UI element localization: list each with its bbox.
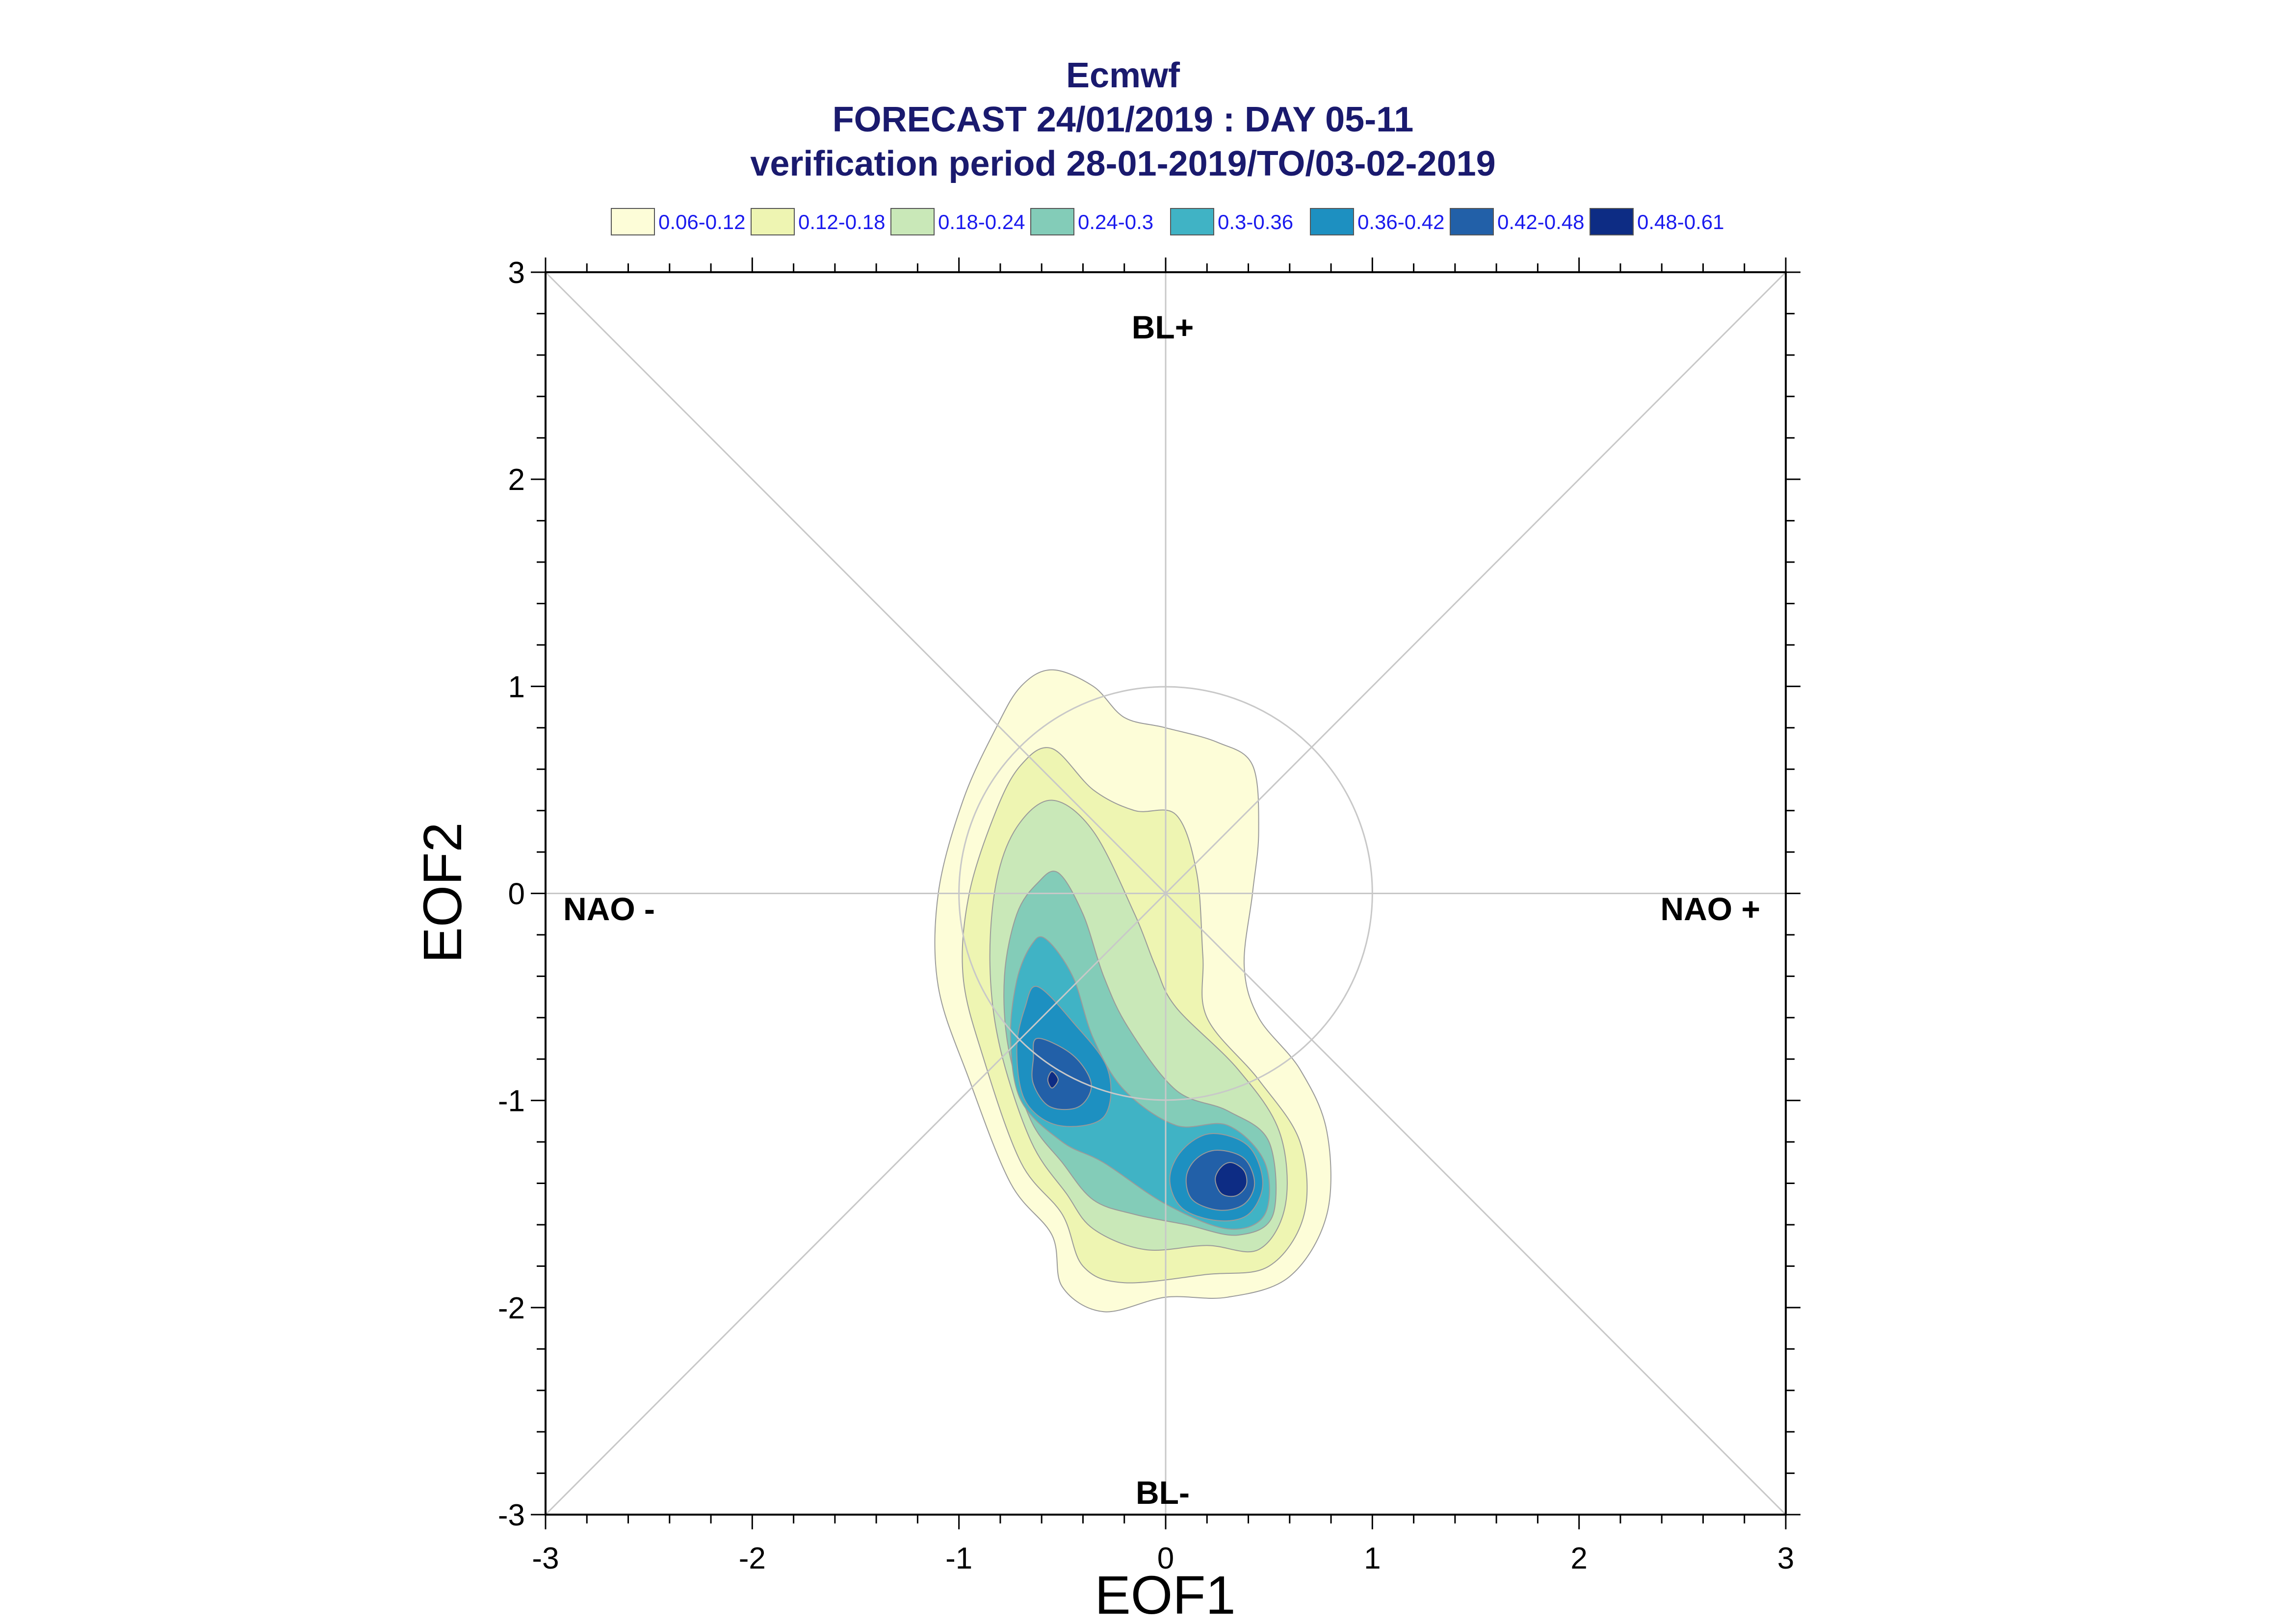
region-label-bl-minus: BL-	[1136, 1474, 1190, 1511]
y-axis-label: EOF2	[413, 822, 473, 963]
legend-swatch	[751, 208, 795, 235]
x-tick-label: 3	[1777, 1542, 1794, 1575]
chart-title: Ecmwf	[1066, 56, 1180, 95]
guide-lines	[545, 271, 1787, 1516]
legend-swatch	[890, 208, 935, 235]
x-axis-label: EOF1	[1095, 1565, 1235, 1624]
x-tick-label: -3	[532, 1542, 559, 1575]
legend-label: 0.06-0.12	[658, 210, 745, 233]
x-tick-label: 2	[1570, 1542, 1587, 1575]
chart-subtitle-line-1: FORECAST 24/01/2019 : DAY 05-11	[833, 100, 1414, 139]
legend-label: 0.48-0.61	[1637, 210, 1724, 233]
contour-band-10	[1215, 1162, 1248, 1197]
y-tick-label: 0	[508, 877, 525, 911]
plot-area: -3 -2 -1 0 1 2 3 -3 -2 -1 0 1 2 3	[498, 256, 1800, 1575]
legend-swatch	[1030, 208, 1074, 235]
region-label-nao-plus: NAO +	[1660, 891, 1760, 927]
region-label-bl-plus: BL+	[1132, 309, 1194, 345]
legend-label: 0.24-0.3	[1078, 210, 1153, 233]
density-contours	[934, 669, 1331, 1313]
unit-circle	[958, 686, 1373, 1101]
y-tick-label: -2	[498, 1291, 525, 1325]
legend-label: 0.3-0.36	[1218, 210, 1293, 233]
legend-swatch	[1170, 208, 1214, 235]
contour-band-7	[1031, 1037, 1092, 1110]
y-tick-label: -3	[498, 1498, 525, 1532]
y-tick-label: 3	[508, 256, 525, 290]
x-tick-label: 0	[1157, 1542, 1174, 1575]
legend-label: 0.18-0.24	[938, 210, 1025, 233]
legend-swatch	[1450, 208, 1494, 235]
y-tick-label: -1	[498, 1084, 525, 1118]
legend: 0.06-0.12 0.12-0.18 0.18-0.24 0.24-0.3 0.3-0…	[611, 208, 1724, 235]
x-tick-label: -2	[739, 1542, 766, 1575]
legend-swatch	[1310, 208, 1354, 235]
chart-subtitle-line-2: verification period 28-01-2019/TO/03-02-…	[750, 144, 1495, 183]
axis-ticks: -3 -2 -1 0 1 2 3 -3 -2 -1 0 1 2 3	[498, 256, 1800, 1575]
legend-label: 0.36-0.42	[1357, 210, 1444, 233]
legend-swatch	[611, 208, 655, 235]
region-label-nao-minus: NAO -	[563, 891, 655, 927]
contour-band-9	[1047, 1071, 1059, 1089]
legend-label: 0.42-0.48	[1497, 210, 1584, 233]
legend-label: 0.12-0.18	[798, 210, 885, 233]
x-tick-label: -1	[945, 1542, 972, 1575]
y-tick-label: 1	[508, 670, 525, 704]
y-tick-label: 2	[508, 463, 525, 497]
legend-swatch	[1590, 208, 1634, 235]
x-tick-label: 1	[1364, 1542, 1381, 1575]
